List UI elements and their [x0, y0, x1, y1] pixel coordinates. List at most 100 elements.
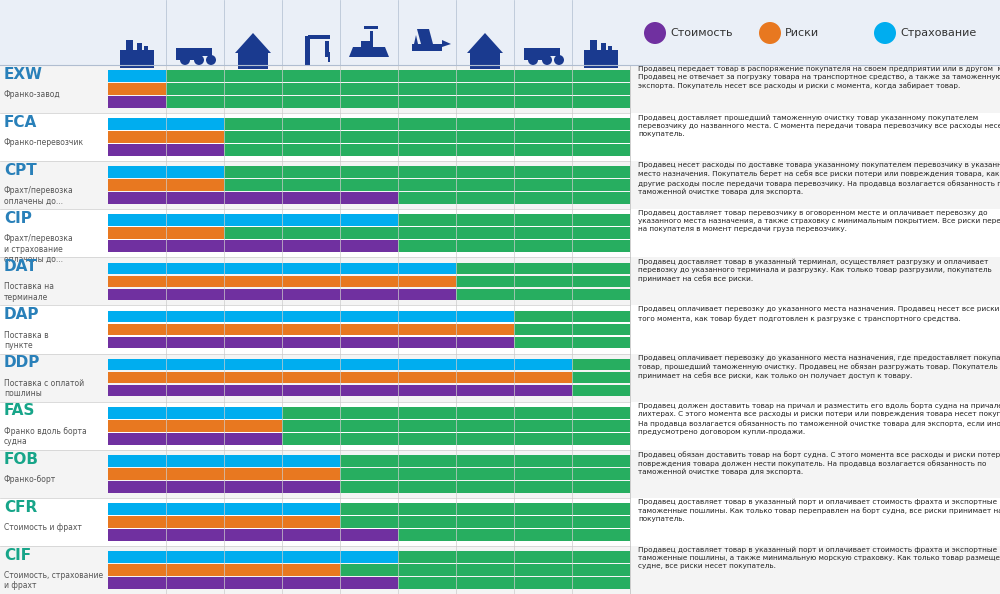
Bar [108, 551, 398, 563]
Bar [608, 46, 612, 52]
Bar [370, 31, 372, 45]
Bar [398, 529, 630, 541]
Bar [0, 546, 1000, 594]
Text: Франко-завод: Франко-завод [4, 90, 61, 99]
Text: Поставка в
пункте: Поставка в пункте [4, 330, 49, 350]
Bar [308, 35, 330, 39]
Polygon shape [414, 35, 418, 44]
Bar [108, 289, 456, 301]
Bar [590, 40, 596, 50]
Bar [108, 214, 398, 226]
Circle shape [194, 55, 204, 65]
Text: Франко-борт: Франко-борт [4, 475, 56, 484]
Text: CIP: CIP [4, 211, 32, 226]
Circle shape [644, 22, 666, 44]
Bar [126, 40, 132, 50]
Text: FAS: FAS [4, 403, 35, 418]
Bar [108, 324, 514, 336]
Bar [108, 529, 398, 541]
Bar [340, 455, 630, 467]
Text: Стоимость: Стоимость [670, 28, 732, 38]
Bar [340, 468, 630, 480]
Bar [0, 161, 1000, 209]
Bar [340, 516, 630, 527]
Text: Продавец обязан доставить товар на борт судна. С этого момента все расходы и рис: Продавец обязан доставить товар на борт … [638, 451, 1000, 475]
Polygon shape [349, 47, 389, 57]
Circle shape [554, 55, 564, 65]
Text: Фрахт/перевозка
оплачены до...: Фрахт/перевозка оплачены до... [4, 187, 74, 206]
Bar [108, 118, 224, 130]
Text: CFR: CFR [4, 500, 37, 514]
Bar [108, 276, 456, 287]
Text: Поставка с оплатой
пошлины: Поставка с оплатой пошлины [4, 378, 84, 398]
Polygon shape [235, 33, 271, 53]
Bar [108, 420, 282, 432]
Bar [108, 166, 224, 178]
Bar [108, 577, 398, 589]
Text: Продавец доставляет товар в указанный порт и оплачивает стоимость фрахта и экспо: Продавец доставляет товар в указанный по… [638, 547, 1000, 570]
Bar [282, 433, 630, 444]
Bar [398, 241, 630, 252]
Text: CPT: CPT [4, 163, 37, 178]
Bar [108, 385, 572, 396]
Text: Продавец передает товар в распоряжение покупателя на своем предприятии или в дру: Продавец передает товар в распоряжение п… [638, 66, 1000, 89]
Polygon shape [417, 29, 433, 44]
Bar [108, 192, 398, 204]
Bar [108, 228, 224, 239]
Text: Поставка на
терминале: Поставка на терминале [4, 282, 54, 302]
Bar [108, 468, 340, 480]
Text: Стоимость и фрахт: Стоимость и фрахт [4, 523, 82, 532]
Text: DAP: DAP [4, 307, 40, 323]
Text: CIF: CIF [4, 548, 31, 563]
Text: FOB: FOB [4, 451, 39, 466]
Text: DAT: DAT [4, 259, 38, 274]
Bar [398, 214, 630, 226]
Text: Продавец должен доставить товар на причал и разместить его вдоль борта судна на : Продавец должен доставить товар на прича… [638, 403, 1000, 435]
Circle shape [542, 55, 552, 65]
Bar [144, 46, 148, 52]
Text: Продавец оплачивает перевозку до указанного места назначения. Продавец несет все: Продавец оплачивает перевозку до указанн… [638, 307, 1000, 321]
Bar [0, 353, 1000, 402]
Bar [524, 48, 550, 60]
Bar [325, 41, 329, 57]
Polygon shape [467, 33, 503, 53]
Bar [282, 407, 630, 419]
Bar [224, 166, 630, 178]
Bar [282, 420, 630, 432]
Bar [166, 83, 630, 95]
Bar [224, 131, 630, 143]
Bar [108, 179, 224, 191]
Bar [0, 65, 1000, 113]
Bar [514, 324, 630, 336]
Bar [224, 118, 630, 130]
Bar [514, 311, 630, 323]
Bar [108, 359, 572, 371]
Bar [412, 43, 442, 50]
Text: Франко-перевозчик: Франко-перевозчик [4, 138, 84, 147]
Bar [0, 113, 1000, 161]
Circle shape [206, 55, 216, 65]
Text: Продавец доставляет товар в указанный терминал, осуществляет разгрузку и оплачив: Продавец доставляет товар в указанный те… [638, 258, 992, 282]
Bar [108, 83, 166, 95]
Bar [108, 433, 282, 444]
Bar [340, 481, 630, 492]
Bar [108, 516, 340, 527]
Text: DDP: DDP [4, 355, 40, 371]
Circle shape [528, 55, 538, 65]
Bar [224, 228, 630, 239]
Polygon shape [442, 40, 451, 47]
Text: Фрахт/перевозка
и страхование
оплачены до...: Фрахт/перевозка и страхование оплачены д… [4, 234, 74, 264]
Bar [120, 50, 154, 68]
Bar [456, 276, 630, 287]
Bar [456, 289, 630, 301]
Bar [108, 311, 514, 323]
Bar [361, 41, 373, 49]
Bar [584, 50, 618, 68]
Bar [108, 70, 166, 82]
Bar [398, 577, 630, 589]
Text: Стоимость, страхование
и фрахт: Стоимость, страхование и фрахт [4, 571, 103, 590]
Bar [0, 257, 1000, 305]
Bar [166, 70, 630, 82]
Bar [398, 551, 630, 563]
Bar [108, 407, 282, 419]
